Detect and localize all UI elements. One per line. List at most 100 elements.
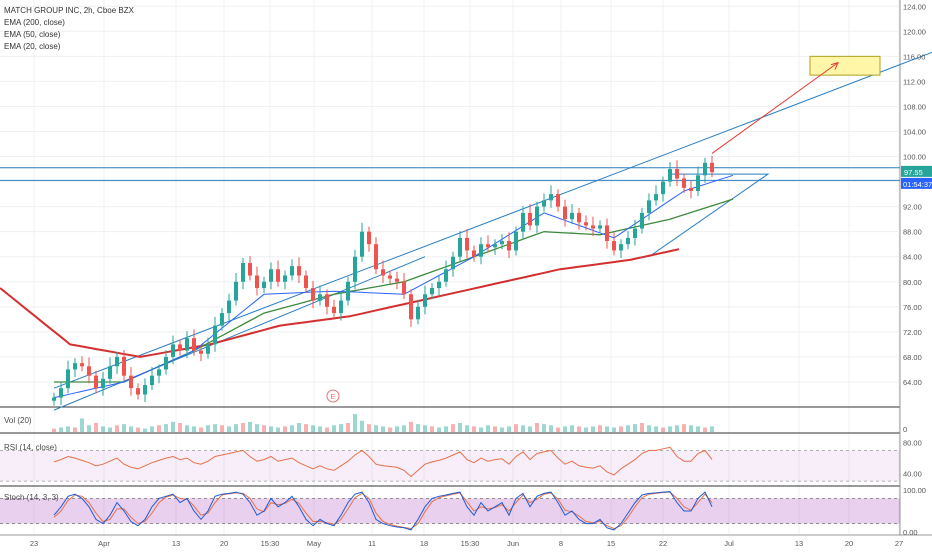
candle-body xyxy=(535,206,539,226)
candle-body xyxy=(367,231,371,245)
volume-bar xyxy=(458,423,462,432)
stoch-band xyxy=(0,498,900,524)
volume-bar xyxy=(521,425,525,432)
volume-axis-label: 0 xyxy=(903,425,907,434)
rsi-line xyxy=(53,446,713,478)
volume-bar xyxy=(409,421,413,432)
bar-timer-tag xyxy=(901,177,932,189)
time-tick-label: 15:30 xyxy=(261,539,280,548)
price-tick-label: 112.00 xyxy=(903,77,925,86)
price-tick-label: 120.00 xyxy=(903,27,926,36)
volume-bar xyxy=(500,427,504,432)
bar-timer-label: 01:54:37 xyxy=(903,180,932,189)
candle-body xyxy=(248,262,252,276)
volume-bar xyxy=(486,425,490,432)
rsi-panel[interactable] xyxy=(0,446,900,482)
volume-bar xyxy=(612,427,616,432)
price-tick-label: 88.00 xyxy=(903,228,922,237)
volume-bar xyxy=(290,425,294,432)
volume-bar xyxy=(584,427,588,432)
candle-body xyxy=(423,294,427,307)
candle-body xyxy=(94,375,98,389)
candle-body xyxy=(395,278,399,282)
candle-body xyxy=(199,350,203,354)
volume-bar xyxy=(269,426,273,432)
volume-bar xyxy=(689,425,693,432)
time-tick-label: 18 xyxy=(420,539,428,548)
volume-bar xyxy=(549,425,553,432)
candle-body xyxy=(507,241,511,251)
volume-bar xyxy=(157,425,161,432)
volume-bar xyxy=(143,428,147,432)
candle-body xyxy=(647,200,651,213)
candle-body xyxy=(458,237,462,257)
volume-bar xyxy=(696,426,700,432)
triangle-pattern xyxy=(648,173,770,258)
volume-bar xyxy=(136,427,140,432)
volume-panel[interactable] xyxy=(52,414,714,432)
price-tick-label: 124.00 xyxy=(903,2,926,11)
candle-body xyxy=(262,281,266,289)
candle-body xyxy=(297,266,301,276)
price-axis[interactable]: 124.00 120.00 116.00 112.00 108.00 104.00 100.… xyxy=(901,2,932,537)
volume-bar xyxy=(171,421,175,432)
candle-body xyxy=(255,275,259,289)
candle-body xyxy=(164,356,168,370)
stoch-panel[interactable] xyxy=(0,491,900,531)
volume-bar xyxy=(262,425,266,432)
candle-body xyxy=(171,344,175,357)
target-box xyxy=(809,55,881,76)
price-tick-label: 64.00 xyxy=(903,378,922,387)
candle-body xyxy=(241,262,245,282)
stoch-tick-label: 100.00 xyxy=(903,486,926,495)
volume-bar xyxy=(332,425,336,432)
candle-body xyxy=(430,288,434,295)
time-tick-label: Jul xyxy=(724,539,734,548)
volume-bar xyxy=(703,427,707,432)
candle-body xyxy=(542,200,546,207)
candle-body xyxy=(577,212,581,223)
price-tick-label: 72.00 xyxy=(903,328,922,337)
candle-body xyxy=(402,281,406,295)
candle-body xyxy=(143,385,147,395)
volume-bar xyxy=(388,427,392,432)
candle-body xyxy=(612,241,616,251)
rsi-tick-label: 80.00 xyxy=(903,439,922,448)
price-panel[interactable]: E xyxy=(0,0,932,411)
volume-bar xyxy=(640,423,644,432)
volume-bar xyxy=(220,425,224,432)
price-tick-label: 104.00 xyxy=(903,127,926,136)
price-tick-label: 68.00 xyxy=(903,353,922,362)
volume-bar xyxy=(101,426,105,432)
candle-body xyxy=(325,294,329,307)
price-tick-label: 108.00 xyxy=(903,102,926,111)
candle-body xyxy=(150,375,154,386)
volume-bar xyxy=(115,425,119,432)
volume-bar xyxy=(199,427,203,432)
volume-bar xyxy=(710,426,714,432)
candle-body xyxy=(479,244,483,257)
time-tick-label: 20 xyxy=(845,539,853,548)
price-tick-label: 76.00 xyxy=(903,303,922,312)
last-price-label: 97.55 xyxy=(904,168,923,177)
volume-bar xyxy=(479,427,483,432)
legend-ema50: EMA (50, close) xyxy=(4,30,61,39)
candle-body xyxy=(521,212,525,232)
time-tick-label: 23 xyxy=(30,539,38,548)
volume-bar xyxy=(605,426,609,432)
candle-body xyxy=(661,181,665,195)
candle-body xyxy=(472,250,476,257)
volume-bar xyxy=(283,426,287,432)
volume-bar xyxy=(346,423,350,432)
volume-bar xyxy=(402,425,406,432)
volume-bar xyxy=(682,424,686,432)
candle-body xyxy=(136,388,140,395)
volume-bar xyxy=(577,426,581,432)
time-axis[interactable]: 23 Apr 13 20 15:30 May 11 18 15:30 Jun 8 15 22 Jul 13 2… xyxy=(30,539,903,548)
volume-bar xyxy=(318,426,322,432)
volume-bar xyxy=(374,425,378,432)
last-price-tag xyxy=(901,165,932,177)
candle-body xyxy=(619,244,623,251)
candle-body xyxy=(416,306,420,320)
